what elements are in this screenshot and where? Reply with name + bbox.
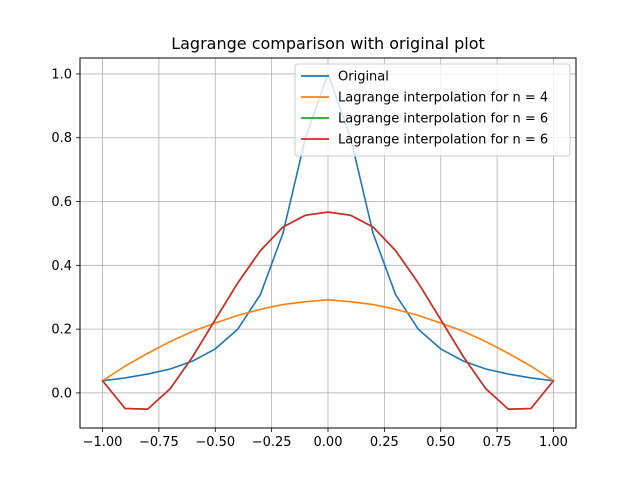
x-tick-label: 1.00 [539,435,568,450]
y-tick-label: 0.0 [51,386,72,401]
x-tick-label: −0.25 [252,435,292,450]
x-tick-label: 0.25 [370,435,399,450]
y-tick-label: 0.4 [51,259,72,274]
y-tick-label: 0.8 [51,131,72,146]
legend: Original Lagrange interpolation for n = 4… [294,63,571,157]
series-line-4 [101,211,555,410]
x-tick-label: 0.00 [314,435,343,450]
y-tick-label: 1.0 [51,67,72,82]
legend-label: Lagrange interpolation for n = 6 [338,133,548,148]
x-tick-label: 0.50 [426,435,455,450]
y-tick-label: 0.6 [51,195,72,210]
legend-label: Lagrange interpolation for n = 4 [338,91,548,106]
x-tick-label: −0.50 [195,435,235,450]
y-tick-label: 0.2 [51,323,72,338]
ticks: −1.00 −0.75 −0.50 −0.25 0.00 0.25 0.50 0.75 1.00… [51,67,568,450]
x-tick-label: 0.75 [483,435,512,450]
chart-title: Lagrange comparison with original plot [171,34,485,53]
x-tick-label: −0.75 [139,435,179,450]
x-tick-label: −1.00 [83,435,123,450]
legend-label: Lagrange interpolation for n = 6 [338,112,548,127]
legend-label: Original [338,70,389,85]
legend-box [294,63,571,157]
series-line-2 [101,298,555,382]
